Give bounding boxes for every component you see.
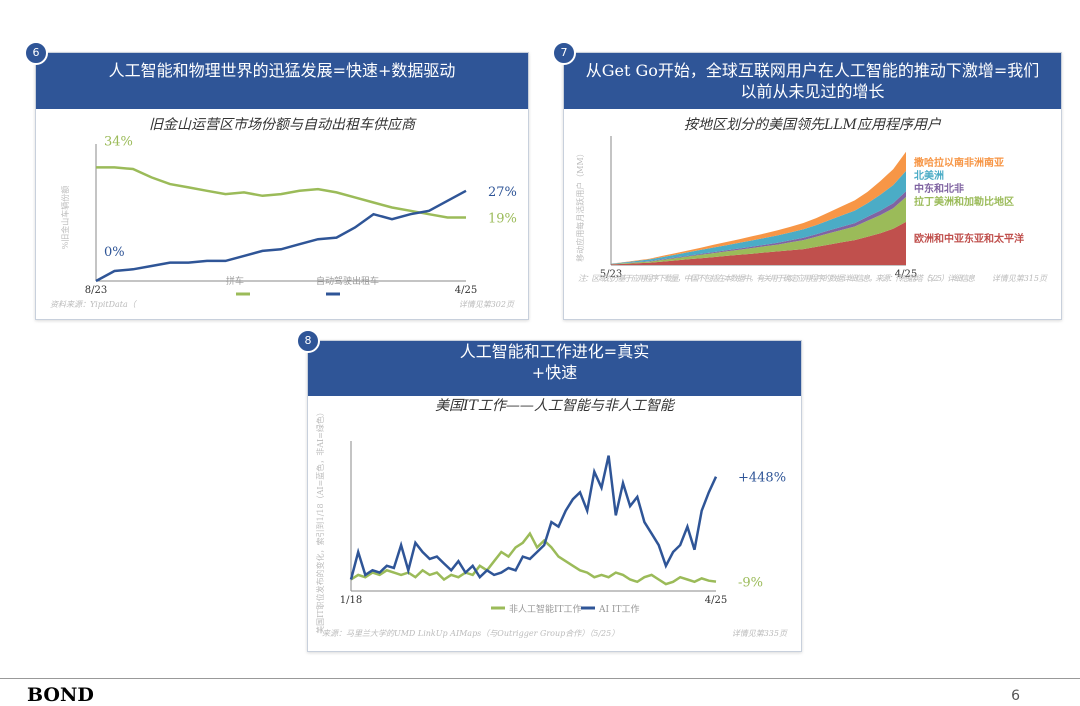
end-label: -9% <box>738 576 763 591</box>
legend-label: 拼车 <box>226 275 244 287</box>
source-note: 注：区域划分基于应用程序下载量，中国不包括在本数据中。有关用于确定应用程序的数据… <box>578 274 975 283</box>
legend-label: 自动驾驶出租车 <box>316 275 379 287</box>
legend-label: 北美洲 <box>914 169 944 182</box>
start-label: 0% <box>104 245 125 260</box>
x-tick-label: 1/18 <box>340 595 362 606</box>
area-segment <box>611 221 906 265</box>
area-segment <box>611 197 906 265</box>
card-number: 7 <box>552 41 576 65</box>
page-number: 6 <box>1011 688 1020 704</box>
footer-rule <box>0 678 1080 679</box>
x-tick-label: 4/25 <box>455 285 477 296</box>
chart-title: 旧金山运营区市场份额与自动出租车供应商 <box>149 117 417 133</box>
card: 8 人工智能和工作进化=真实+快速 美国IT工作——人工智能与非人工智能 美国IT… <box>296 329 802 652</box>
page-reference: 详情见第335页 <box>732 629 789 638</box>
card-number: 8 <box>296 329 320 353</box>
card-title: 人工智能和物理世界的迅猛发展=快速+数据驱动 <box>36 53 528 109</box>
end-label: 19% <box>488 212 517 227</box>
series-line <box>350 531 717 586</box>
legend-label: 非人工智能IT工作 <box>509 603 582 615</box>
series-line <box>96 166 466 219</box>
area-segment <box>611 170 906 265</box>
source-note: 来源：马里兰大学的UMD LinkUp AIMaps（与Outrigger Gr… <box>322 629 619 638</box>
page-reference: 详情见第302页 <box>459 300 516 309</box>
chart: 美国IT工作——人工智能与非人工智能美国IT职位发布的变化，索引到1/18（AI… <box>315 398 789 638</box>
y-axis-label: 美国IT职位发布的变化，索引到1/18（AI=蓝色，非AI=绿色） <box>315 408 325 634</box>
end-label: +448% <box>738 471 786 486</box>
legend-label: 撒哈拉以南非洲南亚 <box>914 156 1004 169</box>
card-title: 人工智能和工作进化=真实+快速 <box>308 341 801 396</box>
chart-title: 美国IT工作——人工智能与非人工智能 <box>435 398 676 414</box>
legend-label: AI IT工作 <box>598 603 639 615</box>
series-line <box>349 455 718 580</box>
chart: 旧金山运营区市场份额与自动出租车供应商 %旧金山车辆份额 8/23 4/25 34% 19… <box>50 117 517 309</box>
page-reference: 详情见第315页 <box>992 274 1049 283</box>
source-note: 资料来源：YipitData（ <box>50 300 138 309</box>
x-tick-label: 5/23 <box>600 269 622 280</box>
chart-title: 按地区划分的美国领先LLM应用程序用户 <box>684 117 942 133</box>
x-tick-label: 4/25 <box>895 269 917 280</box>
series-line <box>95 189 467 283</box>
y-axis-label: 移动应用每月活跃用户（MM） <box>575 149 585 261</box>
start-label: 34% <box>104 134 133 149</box>
card: 7 从Get Go开始，全球互联网用户在人工智能的推动下激增=我们以前从未见过的… <box>552 41 1062 320</box>
area-segment <box>611 191 906 265</box>
card-title: 从Get Go开始，全球互联网用户在人工智能的推动下激增=我们以前从未见过的增长 <box>564 53 1061 109</box>
card-number: 6 <box>24 41 48 65</box>
area-segment <box>611 151 906 264</box>
y-axis-label: %旧金山车辆份额 <box>60 186 70 250</box>
x-tick-label: 4/25 <box>705 595 727 606</box>
legend-label: 拉丁美洲和加勒比地区 <box>914 195 1014 208</box>
end-label: 27% <box>488 185 517 200</box>
legend-label: 中东和北非 <box>914 182 964 195</box>
legend-label: 欧洲和中亚东亚和太平洋 <box>914 232 1024 245</box>
brand: BOND <box>27 684 94 706</box>
x-tick-label: 8/23 <box>85 285 107 296</box>
card: 6 人工智能和物理世界的迅猛发展=快速+数据驱动 旧金山运营区市场份额与自动出租… <box>24 41 529 320</box>
